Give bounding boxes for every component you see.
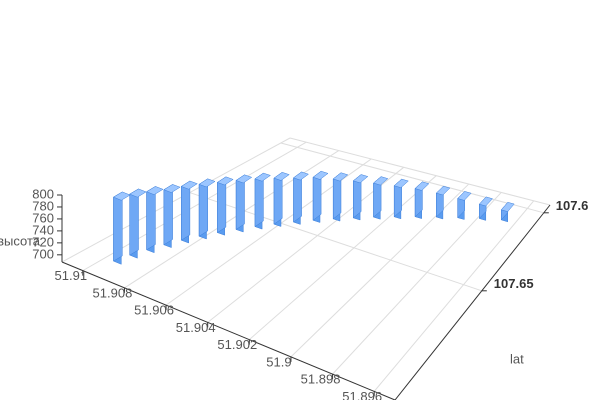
z-tick-label: 800	[32, 186, 54, 201]
bar-top	[372, 176, 389, 186]
bar-top	[312, 170, 329, 180]
grid-line	[332, 192, 502, 375]
bar	[198, 178, 216, 240]
bar-top	[163, 184, 181, 193]
bar	[352, 173, 369, 221]
bar-top	[435, 185, 451, 196]
bar-top	[393, 178, 409, 188]
bar	[235, 174, 253, 233]
floor-edge	[61, 137, 291, 263]
bar-top	[254, 172, 271, 182]
bar-side	[181, 180, 191, 241]
bar	[457, 190, 472, 220]
grid-line	[373, 200, 535, 392]
bar	[129, 188, 147, 259]
bar	[254, 172, 271, 230]
floor-edge	[289, 137, 551, 206]
y-tick-label: 107.6	[556, 198, 589, 213]
bar	[163, 183, 181, 248]
bar-top	[478, 196, 493, 207]
grid-line	[124, 150, 340, 289]
bar	[435, 185, 451, 220]
y-axis-line	[394, 204, 551, 400]
bar-top	[292, 171, 310, 181]
bar	[332, 172, 349, 222]
y-tick-label: 107.65	[494, 276, 534, 291]
bar-side	[129, 188, 139, 256]
bar-top	[273, 172, 290, 181]
bar	[216, 176, 234, 236]
bar	[273, 171, 290, 227]
bar-top	[129, 188, 147, 198]
x-axis-line	[61, 261, 396, 400]
z-tick-label: 740	[32, 222, 54, 237]
z-tick-label: 720	[32, 234, 54, 249]
x-tick-label: 51.9	[266, 354, 291, 369]
grid-line	[207, 166, 405, 323]
bar	[372, 176, 389, 220]
bar-side	[146, 185, 156, 251]
grid-line	[280, 142, 544, 214]
bar-side	[113, 191, 123, 262]
z-tick-label: 700	[32, 246, 54, 261]
x-tick-label: 51.898	[301, 372, 341, 387]
bar	[112, 191, 131, 265]
bar-side	[198, 178, 208, 237]
x-tick-label: 51.906	[134, 303, 174, 318]
bar	[500, 201, 515, 223]
x-tick-label: 51.896	[342, 389, 382, 400]
bar-top	[146, 186, 164, 195]
z-axis-name: высота	[0, 233, 41, 248]
z-tick-label: 780	[32, 198, 54, 213]
z-tick-label: 760	[32, 210, 54, 225]
x-tick-label: 51.904	[176, 320, 216, 335]
bar	[414, 181, 430, 219]
bar	[292, 171, 310, 225]
bar	[180, 180, 198, 244]
bar	[393, 178, 409, 220]
bar-top	[198, 178, 216, 188]
bar-top	[414, 181, 430, 191]
bar	[312, 170, 329, 223]
bar-top	[500, 202, 515, 212]
bar-side	[163, 183, 173, 246]
bar-top	[235, 174, 253, 184]
x-axis-name: lat	[510, 351, 524, 366]
bar-top	[352, 174, 369, 184]
x-tick-label: 51.908	[93, 285, 133, 300]
bar-top	[112, 191, 131, 201]
bar	[478, 196, 493, 221]
x-tick-label: 51.91	[55, 268, 88, 283]
bar-top	[457, 191, 472, 201]
grid-line	[248, 175, 437, 341]
bar	[146, 185, 164, 254]
bar-top	[180, 180, 198, 190]
x-tick-label: 51.902	[217, 337, 257, 352]
bar-top	[216, 176, 234, 186]
bar-top	[332, 172, 349, 182]
